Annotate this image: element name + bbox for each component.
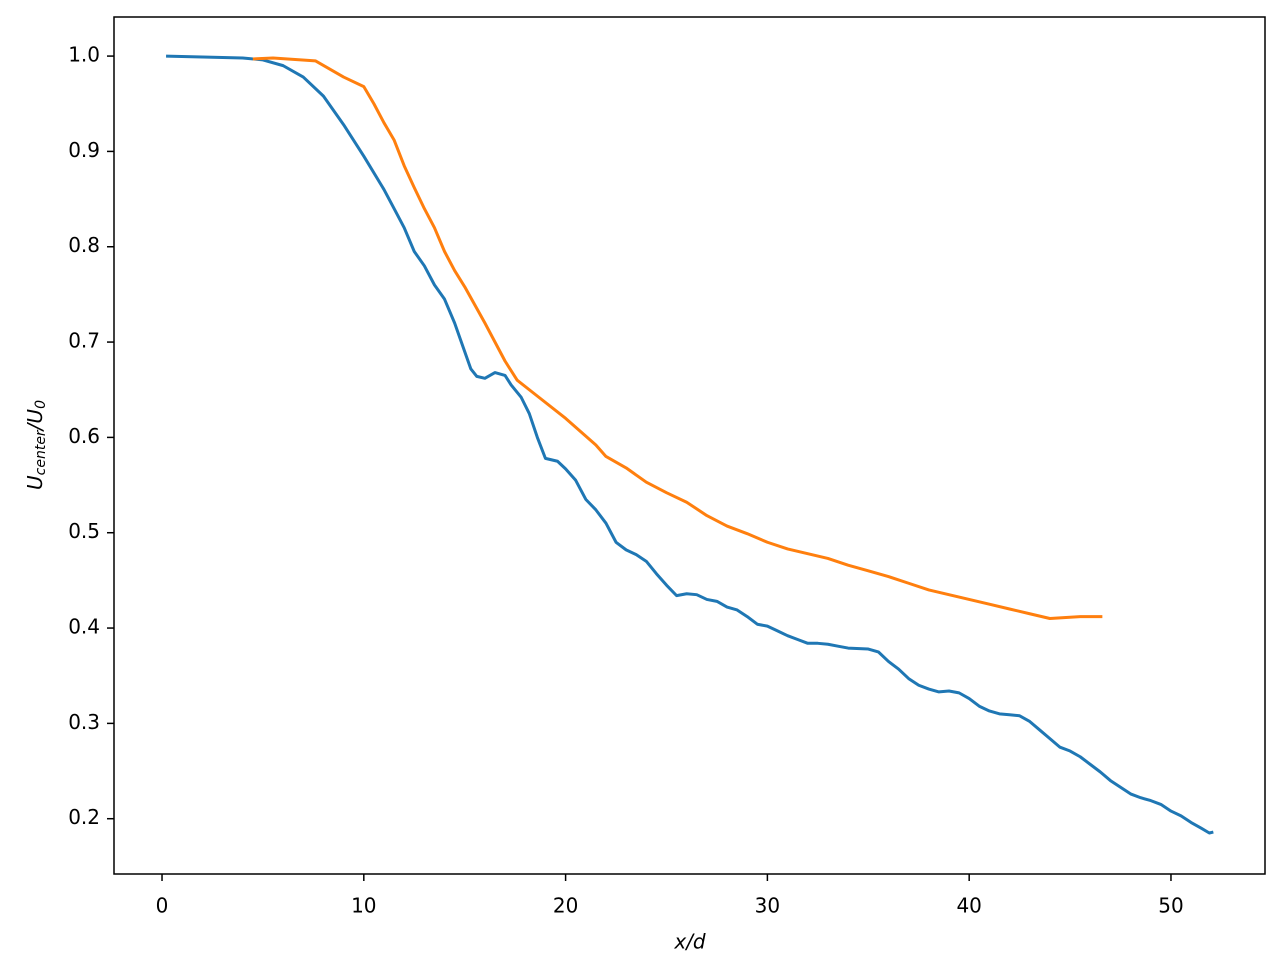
x-axis-label: x/d (673, 930, 706, 954)
y-axis-label-part: center (33, 429, 49, 475)
y-axis-label-part: /U (23, 409, 47, 433)
y-axis-label-part: 0 (33, 400, 49, 409)
x-tick-label: 30 (755, 894, 780, 918)
x-tick-label: 0 (156, 894, 169, 918)
x-tick-label: 40 (956, 894, 981, 918)
y-tick-label: 0.4 (68, 615, 100, 639)
y-tick-label: 0.2 (68, 805, 100, 829)
y-axis-label-part: U (23, 475, 47, 490)
plot-frame (113, 16, 1266, 875)
y-tick-label: 0.9 (68, 138, 100, 162)
x-tick-label: 20 (553, 894, 578, 918)
y-tick-label: 1.0 (68, 43, 100, 67)
y-axis-label: Ucenter/U0 (23, 400, 50, 490)
y-tick-label: 0.6 (68, 424, 100, 448)
x-tick-label: 10 (351, 894, 376, 918)
y-tick-label: 0.8 (68, 233, 100, 257)
y-tick-label: 0.5 (68, 519, 100, 543)
y-tick-label: 0.7 (68, 329, 100, 353)
line-series (166, 54, 1214, 835)
y-tick-label: 0.3 (68, 710, 100, 734)
line-series (252, 56, 1103, 621)
x-tick-label: 50 (1158, 894, 1183, 918)
